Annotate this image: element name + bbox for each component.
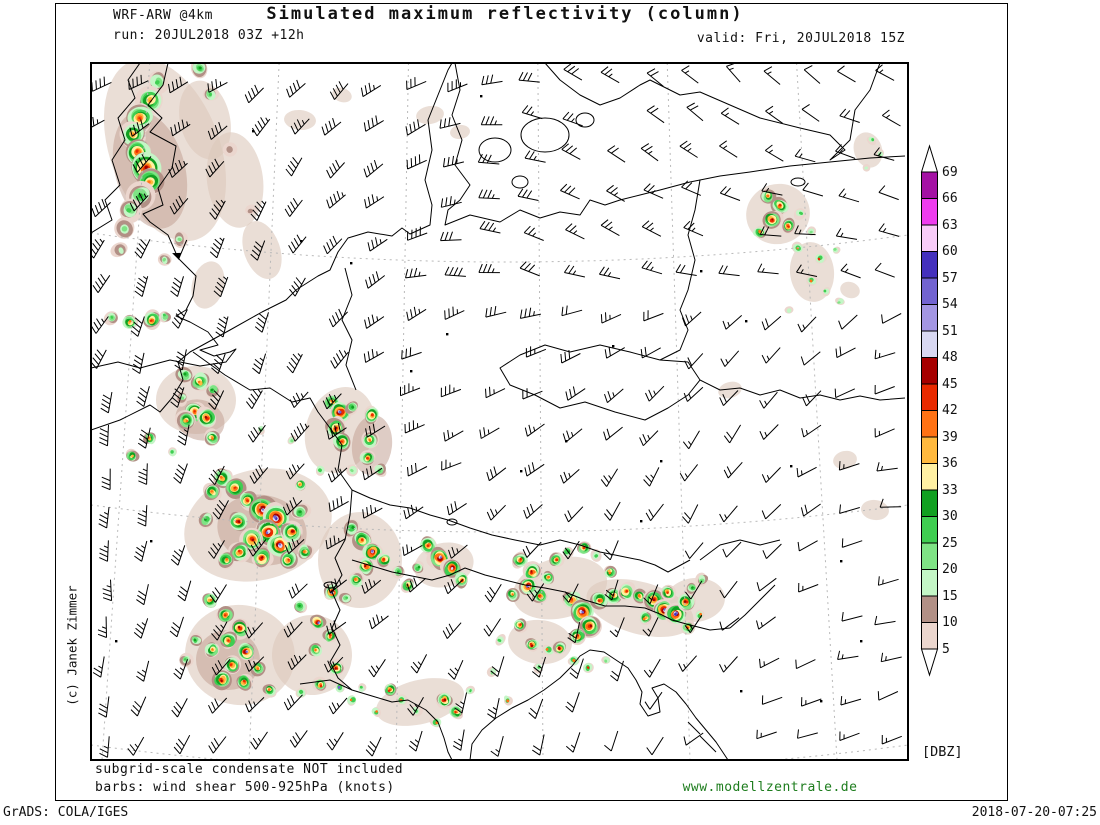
wind-barbs-layer: [91, 63, 902, 758]
colorbar-cell: [921, 569, 938, 597]
colorbar-cell: [921, 277, 938, 305]
map-border: [90, 62, 909, 761]
website-label: www.modellzentrale.de: [682, 780, 858, 795]
colorbar-bottom-arrow: [920, 648, 939, 677]
legend-label-5: 5: [942, 641, 950, 657]
timestamp-label: 2018-07-20-07:25: [971, 805, 1097, 820]
legend-label-63: 63: [942, 217, 958, 233]
colorbar-cell: [921, 171, 938, 199]
legend-label-20: 20: [942, 562, 958, 577]
colorbar-cell: [921, 251, 938, 279]
colorbar-cell: [921, 436, 938, 464]
valid-label: valid: Fri, 20JUL2018 15Z: [696, 31, 905, 46]
colorbar-cell: [921, 489, 938, 517]
colorbar-top-arrow: [920, 144, 939, 173]
footnote-barbs: barbs: wind shear 500-925hPa (knots): [95, 780, 395, 795]
legend-label-51: 51: [942, 323, 958, 339]
legend-label-33: 33: [942, 482, 958, 498]
colorbar-cell: [921, 542, 938, 570]
legend-label-10: 10: [942, 615, 958, 630]
legend-label-57: 57: [942, 270, 958, 286]
graticule-layer: [91, 63, 908, 760]
legend-label-30: 30: [942, 509, 958, 524]
legend-label-25: 25: [942, 535, 958, 551]
colorbar-cell: [921, 357, 938, 385]
colorbar: [920, 144, 939, 677]
legend-label-48: 48: [942, 350, 958, 365]
colorbar-cell: [921, 622, 938, 650]
legend-label-15: 15: [942, 588, 958, 604]
legend-label-45: 45: [942, 376, 958, 392]
station-dots-layer: [115, 95, 863, 703]
credit-label: (c) Janek Zimmer: [64, 585, 80, 706]
model-label: WRF-ARW @4km: [113, 8, 213, 23]
legend-label-69: 69: [942, 164, 958, 180]
grads-credit-label: GrADS: COLA/IGES: [3, 805, 129, 820]
legend-label-36: 36: [942, 456, 958, 471]
colorbar-cell: [921, 304, 938, 332]
colorbar-cell: [921, 516, 938, 544]
colorbar-cell: [921, 463, 938, 491]
run-label: run: 20JUL2018 03Z +12h: [113, 28, 305, 43]
legend-label-66: 66: [942, 191, 958, 206]
page-title: Simulated maximum reflectivity (column): [266, 4, 744, 24]
colorbar-cell: [921, 330, 938, 358]
colorbar-cell: [921, 410, 938, 438]
legend-label-42: 42: [942, 403, 958, 418]
colorbar-cell: [921, 224, 938, 252]
legend-label-39: 39: [942, 429, 958, 445]
colorbar-cell: [921, 198, 938, 226]
reflectivity-cells-layer: [103, 63, 885, 728]
legend-label-54: 54: [942, 297, 958, 312]
footnote-condensate: subgrid-scale condensate NOT included: [95, 762, 404, 777]
legend-label-60: 60: [942, 244, 958, 259]
colorbar-cell: [921, 595, 938, 623]
colorbar-cell: [921, 383, 938, 411]
colorbar-unit-label: [DBZ]: [922, 744, 963, 760]
map-layers: [91, 63, 908, 760]
